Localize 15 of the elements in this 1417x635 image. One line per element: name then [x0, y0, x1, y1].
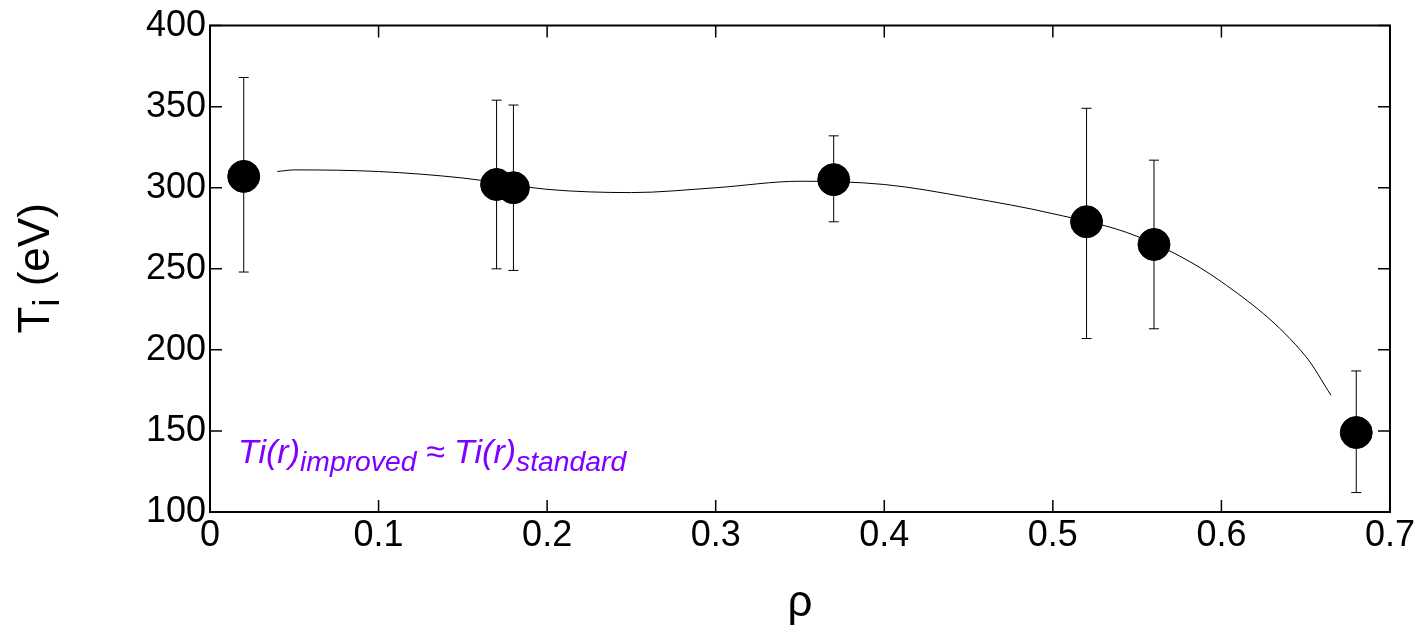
x-tick-label: 0.4 [859, 512, 910, 554]
y-tick-label: 250 [145, 245, 206, 287]
y-tick-label: 300 [145, 164, 206, 206]
annotation: Ti(r)$_{improved}$ ≈ Ti(r)$_{standard}$ [238, 432, 627, 478]
x-tick-label: 0.5 [1027, 512, 1078, 554]
y-tick-label: 400 [145, 2, 206, 44]
y-tick-label: 350 [145, 83, 206, 125]
y-tick-label: 200 [145, 326, 206, 368]
x-tick-label: 0.6 [1196, 512, 1247, 554]
x-tick-label: 0.2 [522, 512, 573, 554]
x-axis-title: ρ [787, 576, 813, 626]
x-tick-label: 0.1 [353, 512, 404, 554]
x-tick-label: 0.7 [1364, 512, 1415, 554]
y-tick-label: 150 [145, 407, 206, 449]
x-tick-label: 0.3 [690, 512, 741, 554]
